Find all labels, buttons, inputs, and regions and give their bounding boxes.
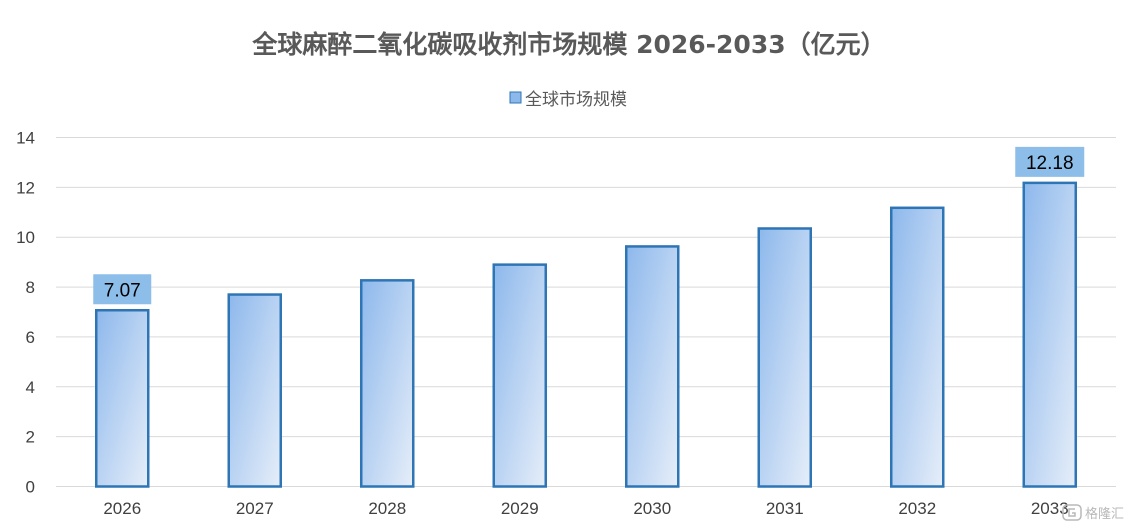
y-tick-label: 14: [16, 129, 35, 148]
y-tick-label: 8: [26, 278, 35, 297]
legend-label: 全球市场规模: [525, 90, 627, 110]
bar-2026: [95, 309, 150, 488]
legend-swatch: [509, 91, 522, 104]
x-tick-label: 2031: [766, 499, 804, 518]
data-label: 7.07: [104, 280, 141, 301]
bar-2032: [890, 206, 945, 488]
bar-2030: [625, 245, 680, 488]
bar-2033: [1022, 181, 1077, 488]
x-tick-label: 2030: [633, 499, 671, 518]
data-labels: 7.07 12.18: [93, 146, 1085, 305]
y-tick-label: 6: [26, 328, 35, 347]
x-tick-label: 2033: [1031, 499, 1069, 518]
watermark-text: 格隆汇: [1085, 506, 1124, 522]
bar-2028: [360, 279, 415, 488]
x-tick-label: 2027: [236, 499, 274, 518]
gridlines: [56, 137, 1116, 487]
bar-2027: [227, 293, 282, 488]
chart-title: 全球麻醉二氧化碳吸收剂市场规模 2026-2033（亿元）: [251, 30, 885, 59]
y-tick-label: 10: [16, 228, 35, 247]
data-label-bg: [93, 274, 152, 305]
bar-2031: [757, 227, 812, 488]
watermark: 格隆汇: [1062, 504, 1124, 522]
x-tick-label: 2029: [501, 499, 539, 518]
y-tick-label: 12: [16, 178, 35, 197]
legend: 全球市场规模: [509, 90, 627, 110]
y-tick-label: 4: [26, 378, 35, 397]
data-label-bg: [1015, 146, 1085, 177]
bars: [95, 181, 1077, 488]
bar-2029: [492, 263, 547, 488]
y-tick-label: 0: [26, 478, 35, 497]
x-tick-label: 2032: [898, 499, 936, 518]
y-tick-label: 2: [26, 428, 35, 447]
x-tick-label: 2028: [368, 499, 406, 518]
x-tick-label: 2026: [103, 499, 141, 518]
data-label: 12.18: [1026, 153, 1074, 174]
gelonghui-logo-icon: [1062, 504, 1082, 521]
x-axis: 2026 2027 2028 2029 2030 2031 2032 2033: [103, 499, 1068, 518]
y-axis: 0 2 4 6 8 10 12 14: [16, 129, 35, 497]
